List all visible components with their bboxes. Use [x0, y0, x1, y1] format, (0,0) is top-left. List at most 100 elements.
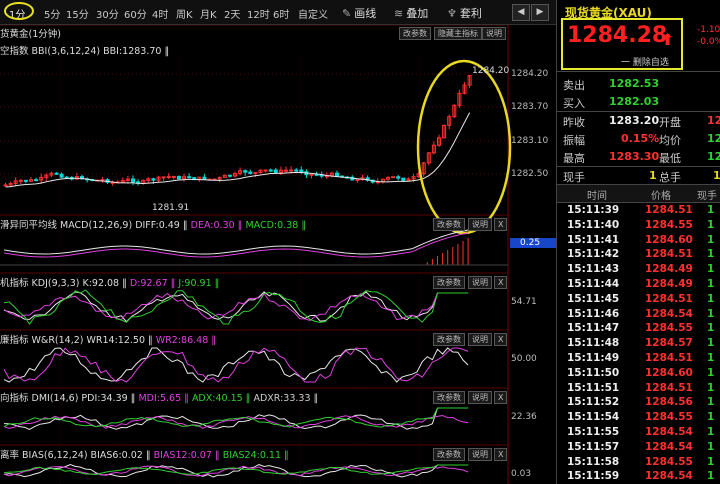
tick-price: 1284.54 — [645, 470, 693, 483]
tick-volume: 1 — [707, 204, 715, 216]
main-panel-button-0[interactable]: 改参数 — [399, 27, 431, 40]
candle — [335, 172, 339, 177]
candle — [44, 174, 49, 178]
dmi-panel-button-0[interactable]: 改参数 — [433, 391, 465, 404]
bias-panel-button-0[interactable]: 改参数 — [433, 448, 465, 461]
candle — [217, 176, 222, 180]
price-up-arrow-icon: ⬆ — [661, 30, 675, 49]
tick-time: 15:11:45 — [567, 292, 620, 305]
buy-row: 买入 1282.03 — [563, 95, 660, 110]
kdj-panel-button-2[interactable]: X — [494, 276, 508, 289]
candle — [421, 162, 426, 175]
timeframe-4[interactable]: 60分 — [124, 10, 147, 21]
candle — [3, 184, 8, 187]
main-panel-title: 货黄金(1分钟) — [0, 29, 61, 40]
dmi-panel-button-2[interactable]: X — [494, 391, 508, 404]
kdj-panel-button-0[interactable]: 改参数 — [433, 276, 465, 289]
chart-area: 货黄金(1分钟) 空指数 BBI(3,6,12,24) BBI:1283.70 … — [0, 25, 556, 484]
timeframe-1[interactable]: 5分 — [44, 10, 61, 21]
candle — [233, 173, 237, 177]
candle — [299, 169, 304, 173]
candle — [391, 176, 396, 179]
candle — [171, 175, 176, 178]
main-panel-button-2[interactable]: 说明 — [482, 27, 506, 40]
timeframe-11[interactable]: 自定义 — [298, 10, 328, 21]
divider — [557, 111, 720, 112]
tick-price: 1284.55 — [645, 322, 693, 335]
dea-label: DEA:0.30 ‖ — [190, 220, 243, 231]
tick-time: 15:11:50 — [567, 366, 620, 379]
remove-watchlist-button[interactable]: 一 删除自选 — [621, 58, 669, 68]
tick-row: 15:11:58 1284.55 1 — [557, 455, 720, 470]
wr-panel-button-2[interactable]: X — [494, 333, 508, 346]
wr-panel-button-0[interactable]: 改参数 — [433, 333, 465, 346]
bias-label: 离率 BIAS(6,12,24) BIAS6:0.02 ‖ — [0, 450, 151, 461]
bias12-label: BIAS12:0.07 ‖ — [153, 450, 220, 461]
tick-price: 1284.54 — [645, 426, 693, 438]
tick-row: 15:11:57 1284.54 1 — [557, 440, 720, 455]
bias-panel-labels: 离率 BIAS(6,12,24) BIAS6:0.02 ‖ BIAS12:0.0… — [0, 447, 289, 461]
candle — [39, 176, 44, 181]
kdj-label: 机指标 KDJ(9,3,3) K:92.08 ‖ — [0, 278, 127, 289]
tick-time: 15:11:59 — [567, 470, 620, 483]
tick-volume: 1 — [707, 426, 715, 438]
macd-panel-button-2[interactable]: X — [494, 218, 508, 231]
tick-row: 15:11:49 1284.51 1 — [557, 351, 720, 366]
dmi-label: 向指标 DMI(14,6) PDI:34.39 ‖ — [0, 393, 136, 404]
kdj-axis-label: 54.71 — [511, 297, 537, 307]
candle — [151, 178, 156, 181]
candle — [156, 176, 161, 181]
candle — [273, 169, 278, 173]
dmi-panel-button-1[interactable]: 说明 — [468, 391, 492, 404]
candle — [284, 169, 288, 172]
candle — [258, 169, 263, 174]
candle — [263, 169, 268, 172]
timeframe-3[interactable]: 30分 — [96, 10, 119, 21]
timeframe-2[interactable]: 15分 — [66, 10, 89, 21]
instrument-name: 现货黄金(XAU) — [565, 6, 652, 20]
last-price-marker: 1284.20 — [472, 66, 510, 76]
candle — [406, 178, 411, 182]
pdi-line — [3, 407, 469, 430]
timeframe-6[interactable]: 周K — [176, 10, 193, 21]
tick-volume: 1 — [707, 440, 715, 453]
kdj-panel-button-1[interactable]: 说明 — [468, 276, 492, 289]
candle — [120, 179, 125, 183]
timeframe-5[interactable]: 4时 — [152, 10, 169, 21]
bias-panel-button-2[interactable]: X — [494, 448, 508, 461]
high-low-row: 最高 1283.30 最低 12 — [563, 150, 720, 165]
candle — [401, 177, 406, 182]
tick-price: 1284.60 — [645, 366, 693, 379]
candle — [253, 172, 258, 175]
tick-price: 1284.49 — [645, 263, 693, 276]
main-panel-button-1[interactable]: 隐藏主指标 — [434, 27, 482, 40]
overlay-tool-button[interactable]: ≋ 叠加 — [394, 5, 428, 21]
timeframe-7[interactable]: 月K — [200, 10, 217, 21]
kline-chart[interactable] — [0, 25, 556, 484]
kdj-j-line — [3, 289, 469, 325]
macd-panel-button-0[interactable]: 改参数 — [433, 218, 465, 231]
candle — [411, 176, 416, 180]
arbitrage-tool-button[interactable]: ♆ 套利 — [447, 5, 482, 21]
tick-row: 15:11:39 1284.51 1 — [557, 203, 720, 218]
draw-icon: ✎ — [342, 7, 352, 20]
wr-panel-button-1[interactable]: 说明 — [468, 333, 492, 346]
diff-line — [3, 229, 469, 255]
timeframe-9[interactable]: 12时 — [247, 10, 270, 21]
candle — [222, 174, 227, 178]
tick-time: 15:11:52 — [567, 396, 620, 409]
candle — [467, 75, 472, 86]
prev-close-row: 昨收 1283.20 开盘 12 — [563, 114, 720, 129]
scroll-left-button[interactable]: ◀ — [512, 4, 530, 21]
dea-line — [3, 232, 469, 258]
price-change: -1.10 — [697, 25, 720, 35]
timeframe-10[interactable]: 6时 — [273, 10, 290, 21]
scroll-right-button[interactable]: ▶ — [531, 4, 549, 21]
timeframe-8[interactable]: 2天 — [224, 10, 241, 21]
candle — [238, 170, 243, 175]
draw-tool-button[interactable]: ✎ 画线 — [342, 5, 376, 21]
macd-panel-button-1[interactable]: 说明 — [468, 218, 492, 231]
tick-volume: 1 — [707, 381, 715, 394]
bias-panel-button-1[interactable]: 说明 — [468, 448, 492, 461]
tick-volume: 1 — [707, 307, 715, 320]
